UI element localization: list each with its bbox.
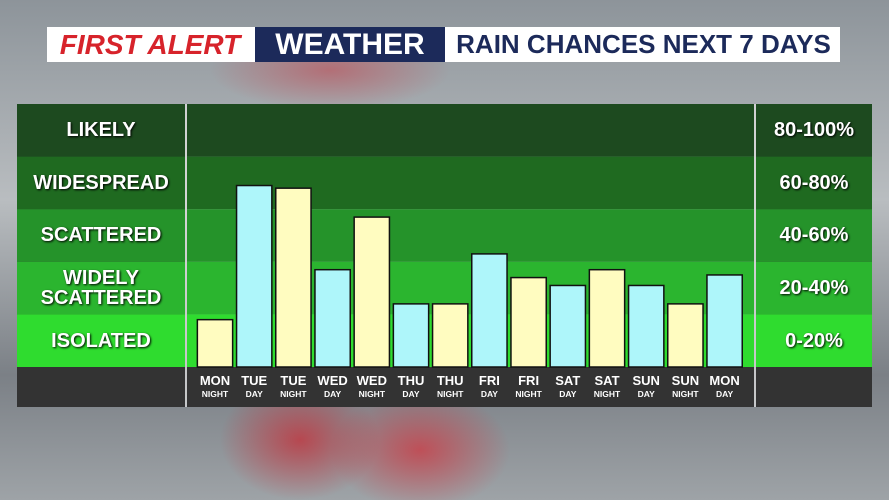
- x-tick-sublabel: DAY: [402, 389, 419, 399]
- chart-title: RAIN CHANCES NEXT 7 DAYS: [456, 29, 831, 59]
- x-tick-label: WED: [357, 373, 387, 388]
- x-tick-label: SAT: [555, 373, 580, 388]
- brand: FIRST ALERT: [59, 28, 241, 60]
- band: [756, 261, 872, 315]
- x-tick-label: FRI: [518, 373, 539, 388]
- bar: [667, 303, 704, 368]
- band: [17, 261, 185, 315]
- x-tick-sublabel: DAY: [246, 389, 263, 399]
- x-tick-sublabel: NIGHT: [672, 389, 699, 399]
- x-tick-sublabel: DAY: [638, 389, 655, 399]
- x-tick-label: SAT: [594, 373, 619, 388]
- band-range: 0-20%: [785, 329, 843, 352]
- bar: [627, 284, 665, 368]
- x-tick-sublabel: NIGHT: [515, 389, 542, 399]
- x-tick-label: SUN: [632, 373, 659, 388]
- bar: [314, 268, 351, 368]
- band-label: LIKELY: [66, 119, 136, 142]
- band-range: 40-60%: [779, 224, 849, 247]
- x-tick-sublabel: NIGHT: [594, 389, 621, 399]
- bar: [235, 184, 273, 368]
- x-tick-sublabel: NIGHT: [280, 389, 307, 399]
- x-tick-label: MON: [200, 373, 230, 388]
- band-range: 60-80%: [779, 171, 849, 194]
- x-tick-label: THU: [437, 373, 464, 388]
- bar: [431, 303, 469, 368]
- band: [756, 104, 872, 157]
- band-label: ISOLATED: [51, 329, 151, 352]
- x-tick-sublabel: DAY: [324, 389, 341, 399]
- bar: [588, 268, 626, 368]
- x-tick-label: WED: [317, 373, 347, 388]
- band-range: 20-40%: [779, 277, 849, 300]
- band: [756, 156, 872, 210]
- band: [17, 104, 185, 157]
- bar: [706, 274, 743, 368]
- bar: [353, 216, 391, 368]
- x-tick-sublabel: DAY: [559, 389, 576, 399]
- x-tick-sublabel: DAY: [716, 389, 733, 399]
- axis-row: [187, 367, 754, 407]
- section: WEATHER: [255, 27, 445, 62]
- band-label: SCATTERED: [40, 224, 162, 247]
- x-tick-label: SUN: [672, 373, 699, 388]
- bar: [549, 284, 587, 368]
- bar: [471, 253, 508, 368]
- band-label: WIDESPREAD: [33, 171, 169, 194]
- band: [17, 156, 185, 210]
- x-tick-sublabel: NIGHT: [437, 389, 464, 399]
- x-tick-sublabel: NIGHT: [359, 389, 386, 399]
- band: [187, 104, 754, 157]
- band: [756, 209, 872, 262]
- band: [17, 209, 185, 262]
- bar: [510, 276, 547, 368]
- band-range: 80-100%: [773, 119, 855, 142]
- bar: [275, 187, 312, 368]
- band-label: WIDELY SCATTERED: [40, 267, 162, 310]
- band: [17, 314, 185, 367]
- x-tick-label: TUE: [241, 373, 267, 388]
- bar: [392, 303, 430, 368]
- x-tick-label: TUE: [280, 373, 306, 388]
- x-tick-sublabel: DAY: [481, 389, 498, 399]
- x-tick-label: THU: [398, 373, 425, 388]
- band: [756, 314, 872, 367]
- x-tick-sublabel: NIGHT: [202, 389, 229, 399]
- x-tick-label: MON: [709, 373, 739, 388]
- x-tick-label: FRI: [479, 373, 500, 388]
- bar: [196, 318, 234, 368]
